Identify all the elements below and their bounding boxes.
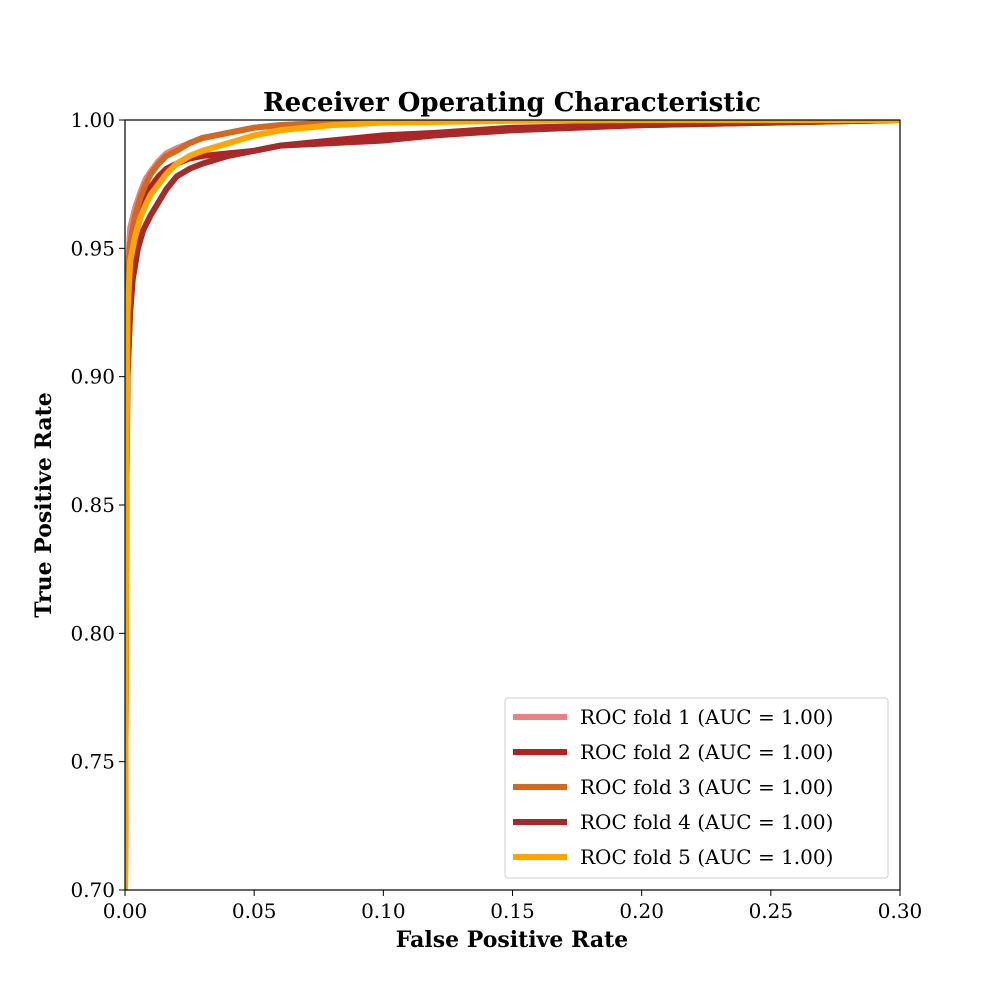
y-tick-label: 0.70 (70, 878, 115, 902)
legend: ROC fold 1 (AUC = 1.00) ROC fold 2 (AUC =… (504, 697, 889, 879)
chart-title: Receiver Operating Characteristic (263, 88, 761, 118)
legend-box (504, 697, 889, 879)
x-tick-label: 0.20 (619, 899, 664, 923)
legend-label-fold-2: ROC fold 2 (AUC = 1.00) (580, 740, 833, 764)
legend-label-fold-1: ROC fold 1 (AUC = 1.00) (580, 705, 833, 729)
y-tick-label: 0.85 (70, 493, 115, 517)
y-tick-label: 0.95 (70, 236, 115, 260)
legend-label-fold-4: ROC fold 4 (AUC = 1.00) (580, 810, 833, 834)
x-axis-label: False Positive Rate (396, 927, 629, 953)
y-tick-label: 0.80 (70, 621, 115, 645)
x-tick-label: 0.25 (749, 899, 794, 923)
legend-label-fold-5: ROC fold 5 (AUC = 1.00) (580, 845, 833, 869)
roc-fold-4-line (125, 120, 900, 890)
legend-label-fold-3: ROC fold 3 (AUC = 1.00) (580, 775, 833, 799)
y-axis-label: True Positive Rate (31, 392, 57, 618)
y-tick-label: 0.90 (70, 365, 115, 389)
y-tick-label: 1.00 (70, 108, 115, 132)
series-lines (125, 120, 900, 890)
x-tick-label: 0.10 (361, 899, 406, 923)
roc-fold-5-line (125, 120, 900, 890)
y-axis: 0.70 0.75 0.80 0.85 0.90 0.95 1.00 (70, 108, 125, 902)
y-tick-label: 0.75 (70, 750, 115, 774)
x-tick-label: 0.00 (103, 899, 148, 923)
x-tick-label: 0.15 (490, 899, 535, 923)
x-tick-label: 0.30 (878, 899, 923, 923)
x-axis: 0.00 0.05 0.10 0.15 0.20 0.25 0.30 (103, 890, 923, 923)
x-tick-label: 0.05 (232, 899, 277, 923)
